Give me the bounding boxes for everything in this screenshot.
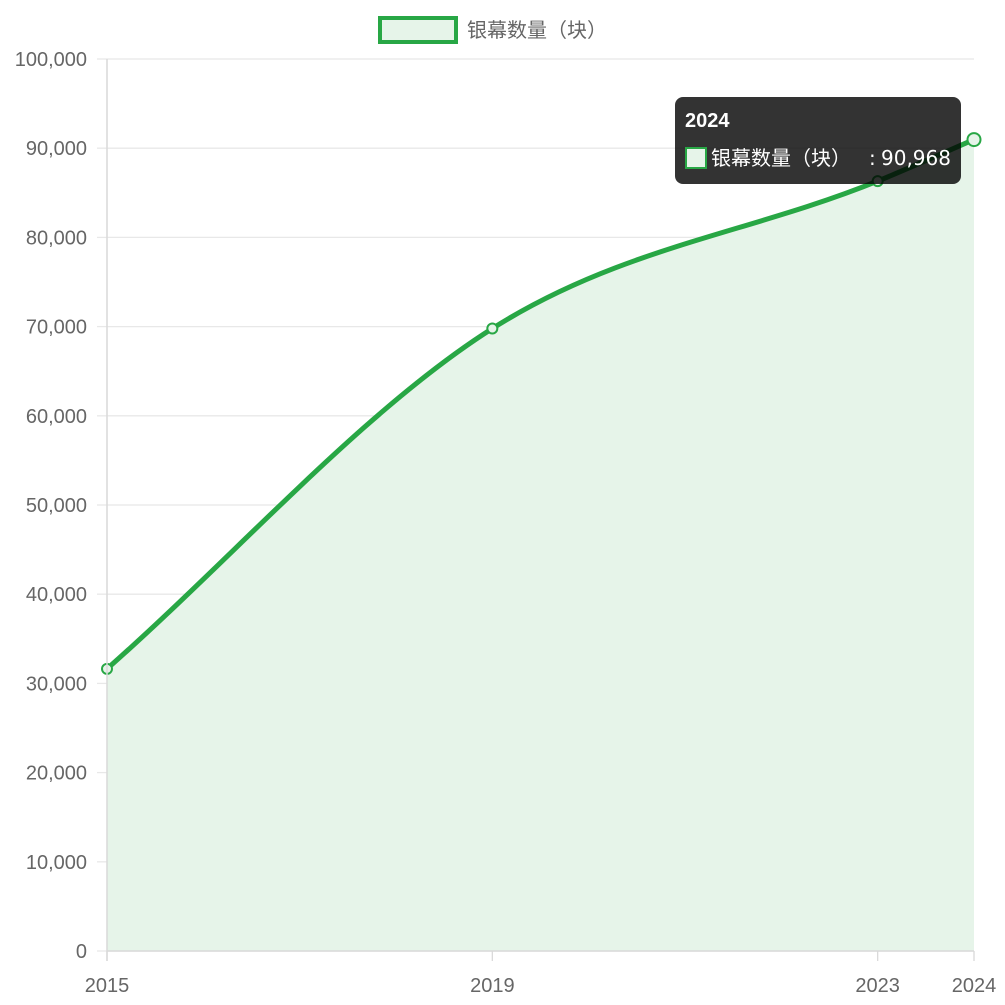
series-area: [107, 139, 974, 952]
x-tick-label: 2015: [85, 975, 130, 997]
y-tick-label: 50,000: [26, 495, 87, 517]
tooltip-swatch: [685, 147, 707, 169]
legend-swatch[interactable]: [378, 16, 458, 44]
y-tick-label: 20,000: [26, 763, 87, 785]
y-axis: 0 10,000 20,000 30,000 40,000 50,000 60,000 70,…: [15, 49, 974, 963]
y-tick-label: 100,000: [15, 49, 87, 71]
y-tick-label: 80,000: [26, 227, 87, 249]
x-tick-label: 2019: [470, 975, 515, 997]
x-tick-label: 2024: [952, 975, 997, 997]
y-tick-label: 70,000: [26, 317, 87, 339]
tooltip-series-label: 银幕数量（块）: [711, 146, 851, 170]
y-tick-label: 0: [76, 941, 87, 963]
tooltip-background: [675, 97, 961, 184]
x-axis: 2015 2019 2023 2024: [85, 951, 997, 997]
tooltip-separator: :: [869, 146, 876, 170]
y-tick-label: 10,000: [26, 852, 87, 874]
x-tick-label: 2023: [855, 975, 900, 997]
y-tick-label: 40,000: [26, 584, 87, 606]
legend-label[interactable]: 银幕数量（块）: [467, 18, 607, 42]
data-point[interactable]: [966, 132, 982, 148]
legend[interactable]: 银幕数量（块）: [378, 16, 607, 44]
tooltip-value: 90,968: [881, 146, 951, 170]
tooltip-title: 2024: [685, 110, 730, 132]
y-tick-label: 60,000: [26, 406, 87, 428]
tooltip: 2024 银幕数量（块） : 90,968: [675, 97, 961, 184]
y-tick-label: 90,000: [26, 138, 87, 160]
y-tick-label: 30,000: [26, 673, 87, 695]
data-point[interactable]: [486, 322, 499, 335]
area-fill: [107, 139, 974, 952]
